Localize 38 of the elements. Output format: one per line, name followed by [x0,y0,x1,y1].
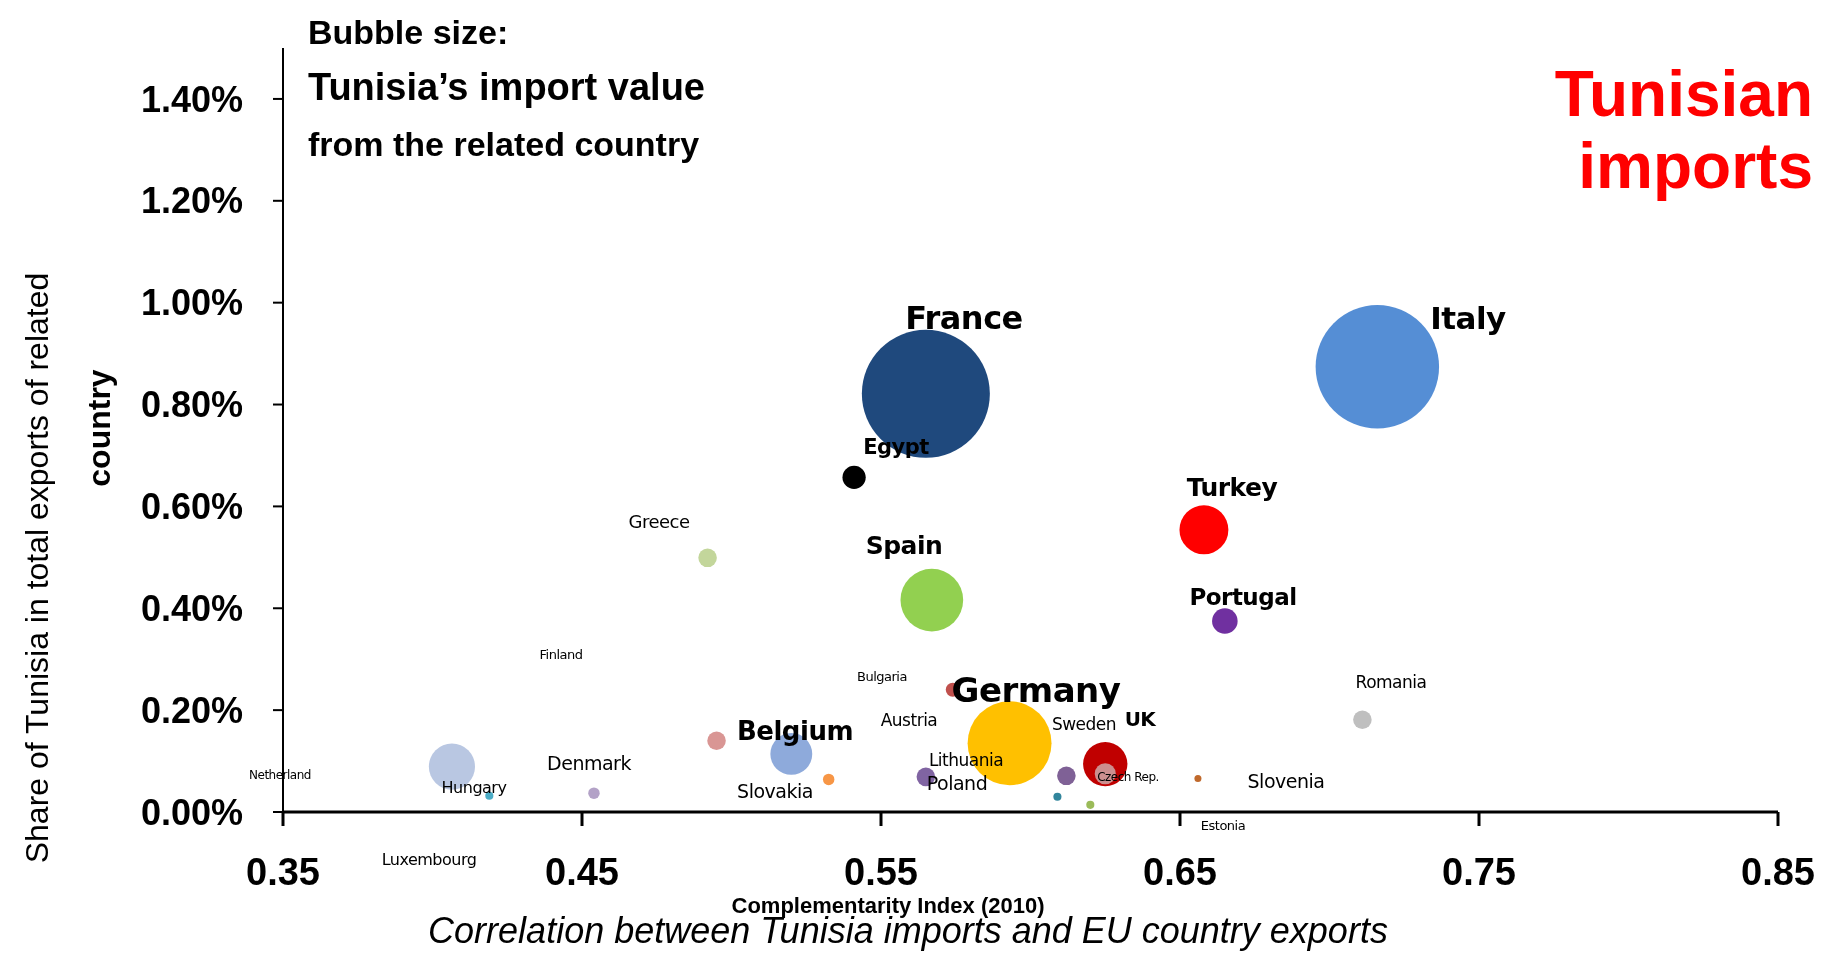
y-tick-label: 1.40% [140,78,243,120]
annotation: France [905,299,1023,338]
annotation: Slovenia [1247,769,1325,792]
annotation: Bubble size: Tunisia’s import value from the related country [308,13,705,163]
annotation: Romania [1355,671,1427,692]
x-tick-label: 0.65 [1143,851,1217,894]
x-tick-label: 0.35 [246,851,320,894]
y-tick-label: 0.00% [140,791,243,833]
x-tick-label: 0.75 [1442,851,1516,894]
annotation: Slovakia [737,779,813,802]
annotation: Turkey [1186,472,1278,502]
y-tick-label: 1.20% [140,180,243,222]
text: Tunisian imports [1554,58,1813,202]
annotation: Greece [628,511,690,533]
annotation: Poland [926,771,988,794]
annotation: Spain [865,530,943,560]
annotation: Austria [880,709,938,730]
text: Luxembourg [381,849,477,869]
y-tick-label: 0.60% [140,486,243,527]
annotation: Bulgaria [857,668,907,684]
y-tick-label: 1.00% [140,282,243,324]
annotation: Finland [539,646,583,662]
annotation: Sweden [1051,713,1117,734]
annotation: Denmark [547,751,632,774]
annotation: Hungary [441,777,507,797]
annotation: Italy [1430,299,1507,336]
x-tick-label: 0.55 [844,851,918,894]
annotation: UK [1124,707,1158,731]
y-tick-label: 0.20% [140,689,243,731]
y-tick-label: 0.80% [140,384,243,426]
x-tick-label: 0.85 [1741,851,1815,894]
y-axis-title: Share of Tunisia in total exports of related country [19,272,117,864]
annotation: Portugal [1189,584,1297,611]
annotation: Germany [951,669,1121,710]
x-tick-label: 0.45 [545,851,619,894]
annotation: Belgium [737,716,853,747]
y-tick-label: 0.40% [140,587,243,629]
text: Estonia [1200,817,1246,833]
